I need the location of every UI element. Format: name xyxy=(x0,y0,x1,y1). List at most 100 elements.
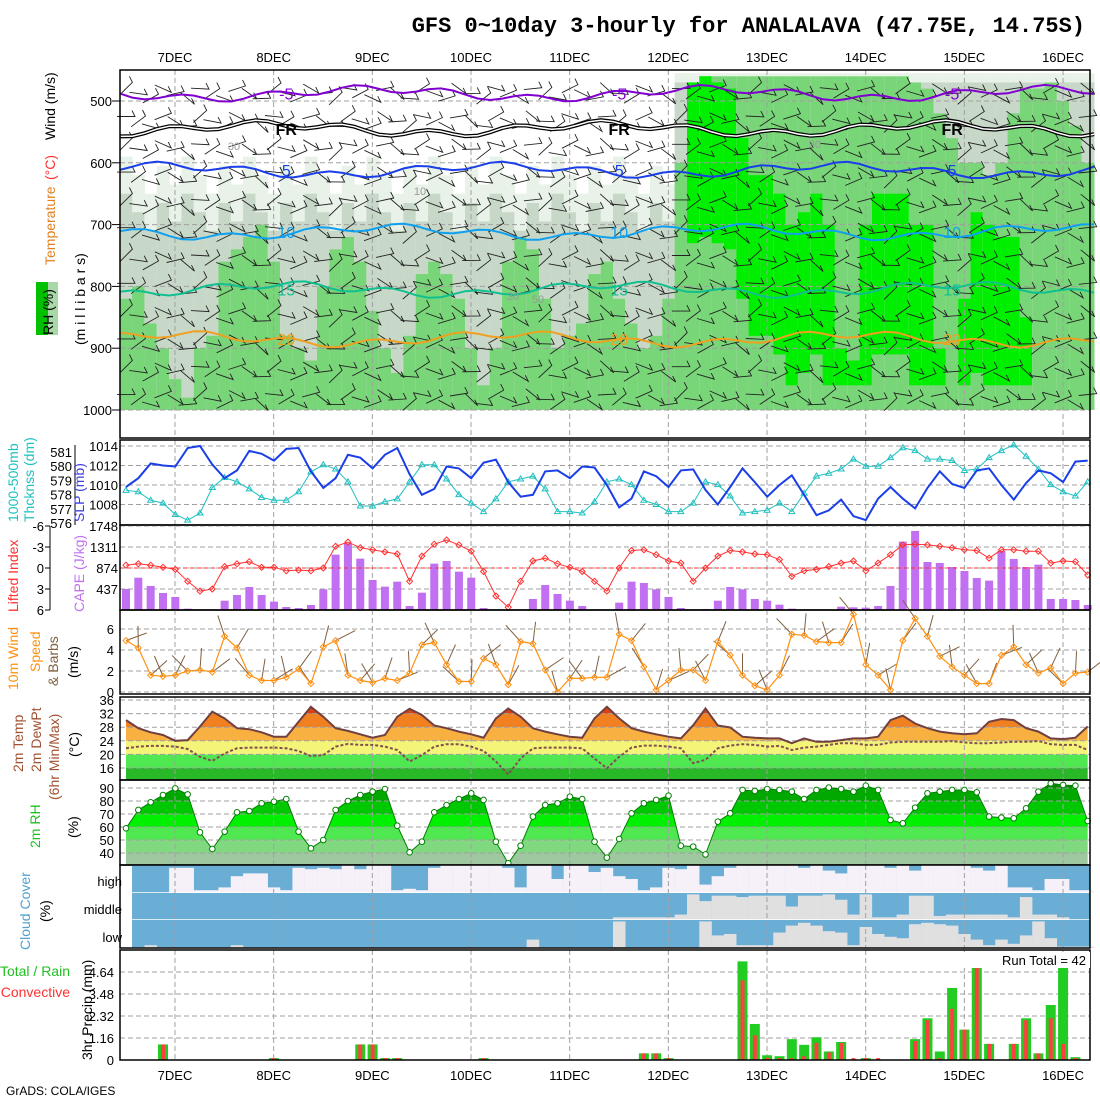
temp-unit-label: (°C) xyxy=(66,732,82,757)
li-point xyxy=(541,554,549,562)
wind-barb xyxy=(266,187,282,206)
isotherm-label: -5 xyxy=(612,87,626,104)
wind-barb xyxy=(770,234,789,242)
li-point xyxy=(689,577,697,586)
cloud-bar-low xyxy=(908,924,922,948)
cloud-bar-middle xyxy=(662,917,675,920)
precip-convective-bar xyxy=(395,1058,400,1060)
wind-barb xyxy=(376,191,395,203)
wind-barb xyxy=(968,216,985,233)
wind-barb xyxy=(532,621,537,644)
cape-bar xyxy=(886,585,895,610)
wind-barb xyxy=(464,170,479,184)
isotherm-line xyxy=(119,222,1095,242)
wind-tick-label: 4 xyxy=(107,643,114,658)
rh-point xyxy=(332,806,339,814)
cloud-bar-low xyxy=(723,934,737,948)
wind-speed-point xyxy=(270,676,278,685)
wind-barb xyxy=(474,232,494,240)
li-point xyxy=(714,552,722,560)
wind-barb xyxy=(364,261,382,271)
wind-barb xyxy=(264,222,284,230)
rh-point xyxy=(998,814,1005,821)
wind-barb xyxy=(499,395,518,404)
thickness-point xyxy=(122,486,130,493)
thickness-unit-label: Thcknss (dm) xyxy=(21,437,37,522)
isotherm-label: 15 xyxy=(610,282,628,299)
li-point xyxy=(245,557,254,566)
wind-barb xyxy=(476,364,492,383)
cape-bar xyxy=(627,581,636,610)
rh-point xyxy=(615,835,623,843)
wind-barb xyxy=(722,199,739,211)
li-point xyxy=(196,587,204,595)
rh-point xyxy=(529,813,537,820)
wind-barb xyxy=(1029,148,1049,156)
cloud-bar-high xyxy=(169,867,182,893)
thickness-point xyxy=(171,510,180,517)
wind-barb xyxy=(561,245,579,261)
rh-point xyxy=(184,791,191,798)
wind-barb xyxy=(918,311,937,325)
wind-barb xyxy=(893,222,913,230)
wind-barb xyxy=(586,287,604,300)
wind-barb xyxy=(499,306,518,320)
wind-barb xyxy=(425,111,444,126)
wind-barb xyxy=(388,170,407,179)
wind-barb xyxy=(302,83,320,95)
wind-barb xyxy=(783,195,801,206)
wind-barb xyxy=(845,394,863,409)
cloud-bar-high xyxy=(502,867,515,893)
rh-70-fill xyxy=(206,335,220,410)
wind-barb xyxy=(402,281,417,300)
cloud-bar-high xyxy=(1007,887,1021,893)
wind-barb xyxy=(413,278,432,286)
thickness-point xyxy=(541,484,550,492)
rh-point xyxy=(1047,780,1055,787)
thickness-point xyxy=(590,497,599,505)
wind-speed-point xyxy=(282,673,290,682)
wind-barb xyxy=(236,628,249,649)
precip-convective-bar xyxy=(937,1058,942,1060)
wind-barb xyxy=(549,337,566,355)
li-point xyxy=(183,577,192,586)
panel1-titles: RH (%) Temperature (°C) Wind (m/s) (m i … xyxy=(36,72,88,345)
wind-barb xyxy=(449,220,469,230)
thickness-point xyxy=(282,496,291,503)
wind-barb xyxy=(203,116,222,124)
wind-barb xyxy=(476,197,492,216)
wind-barb xyxy=(1029,652,1039,674)
wind-barb xyxy=(599,137,615,151)
wind-barb xyxy=(709,190,727,204)
wind-barb xyxy=(352,194,369,210)
wind-barb xyxy=(254,342,269,356)
wind-barb xyxy=(215,373,234,381)
cape-bar xyxy=(553,593,562,610)
thickness-point xyxy=(208,483,217,490)
cloud-bar-middle xyxy=(736,897,749,920)
cape-bar xyxy=(430,563,439,610)
wind-barb xyxy=(1054,312,1073,321)
wind-barb xyxy=(462,254,481,262)
rh-contour-label: 90 xyxy=(809,139,821,151)
wind-barb xyxy=(351,284,370,292)
wind-barb xyxy=(266,132,282,151)
wind-barb xyxy=(573,167,592,181)
wind-barb xyxy=(807,175,827,183)
rh-90-fill xyxy=(723,88,737,250)
rh-point xyxy=(689,843,697,850)
wind-barb xyxy=(525,166,541,179)
wind-barb xyxy=(314,364,333,374)
cape-bar xyxy=(763,600,772,610)
wind-barb xyxy=(635,363,654,371)
cape-bar xyxy=(664,596,673,610)
wind-barb xyxy=(821,382,837,401)
wind-barb xyxy=(771,88,789,103)
cloud-bar-high xyxy=(613,876,626,893)
wind-barb xyxy=(487,307,506,315)
rh-90-fill xyxy=(896,193,910,355)
wind-barb xyxy=(758,311,777,319)
wind-barb xyxy=(538,359,553,379)
wind-barb xyxy=(955,287,975,295)
cloud-bar-middle xyxy=(908,895,922,920)
